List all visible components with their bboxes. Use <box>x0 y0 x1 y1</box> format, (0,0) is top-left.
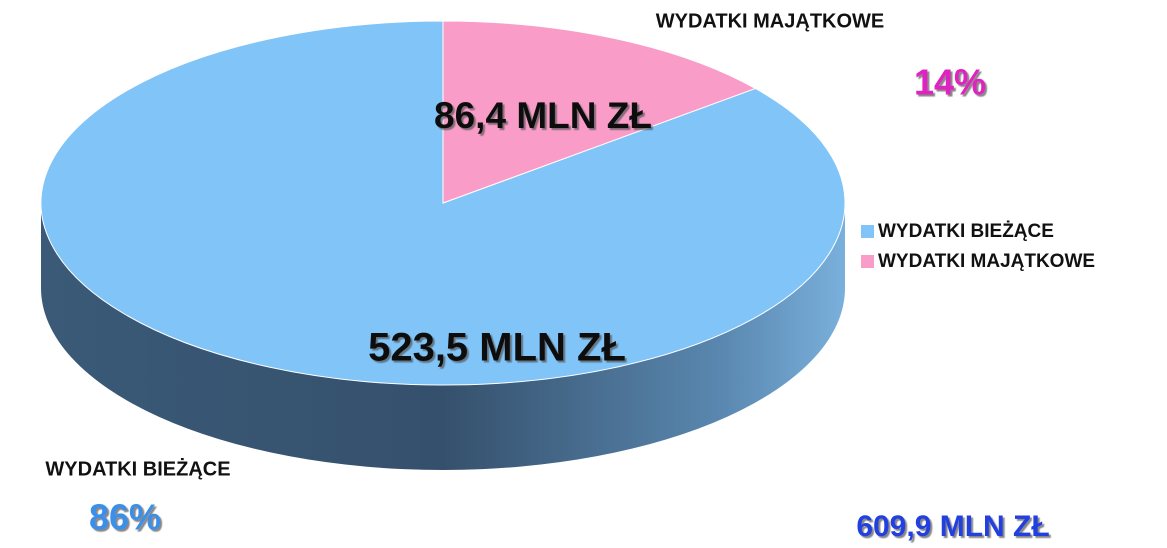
value-label: 523,5 MLN ZŁ <box>368 326 626 370</box>
legend-label: WYDATKI MAJĄTKOWE <box>878 251 1095 272</box>
percent-label: 14% <box>914 62 986 103</box>
value-label: 86,4 MLN ZŁ <box>434 95 652 136</box>
slice <box>442 20 757 204</box>
category-label: WYDATKI BIEŻĄCE <box>45 457 230 480</box>
legend: WYDATKI BIEŻĄCE WYDATKI MAJĄTKOWE <box>861 221 1095 272</box>
category-label: WYDATKI MAJĄTKOWE <box>656 10 885 32</box>
legend-swatch <box>861 255 874 268</box>
legend-label: WYDATKI BIEŻĄCE <box>878 221 1054 242</box>
total-label: 609,9 MLN ZŁ <box>856 510 1049 543</box>
pie <box>40 20 846 470</box>
slice-side <box>41 203 845 470</box>
percent-label: 86% <box>89 497 161 538</box>
legend-swatch <box>861 225 874 238</box>
